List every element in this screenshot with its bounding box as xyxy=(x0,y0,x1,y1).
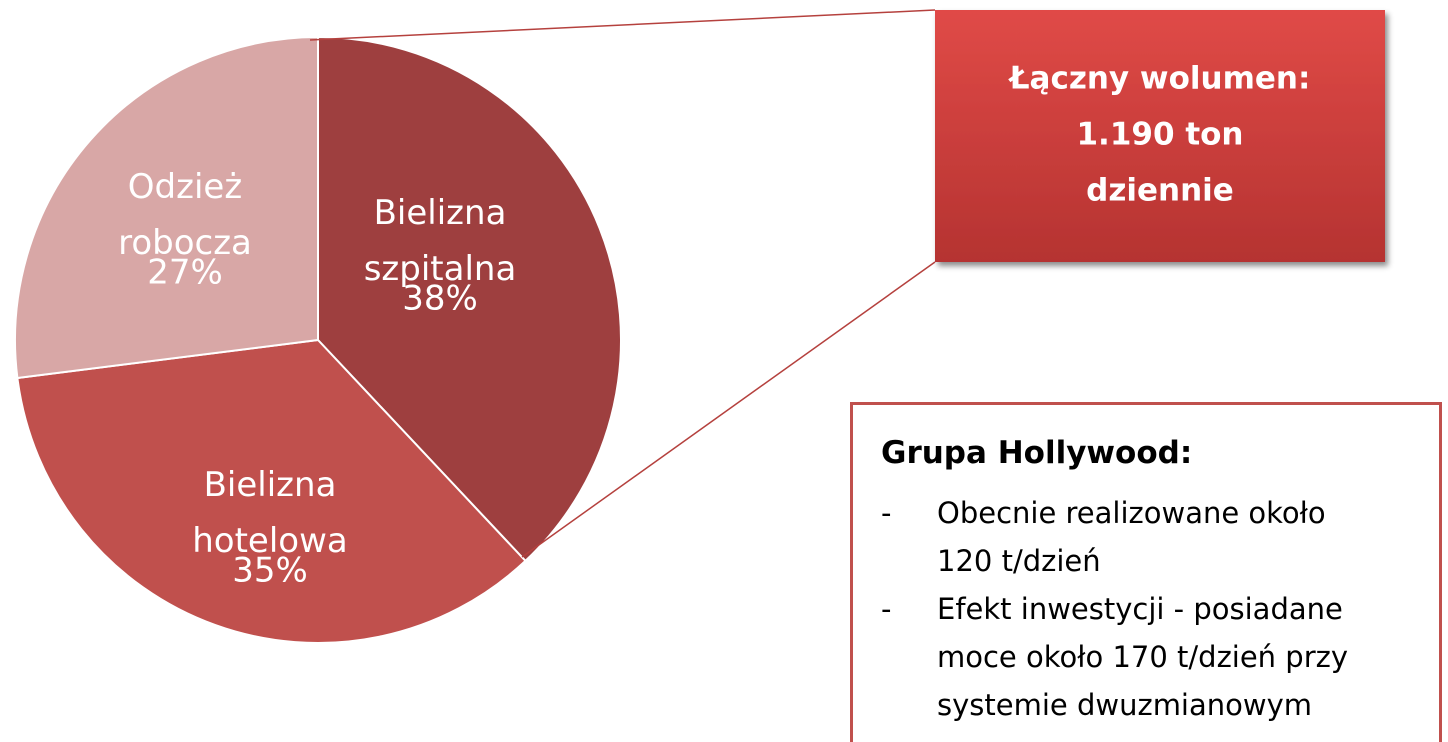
slice-label: Odzież robocza xyxy=(118,167,252,263)
bullet-text: systemie dwuzmianowym xyxy=(937,688,1313,722)
bullet-text: Obecnie realizowane około xyxy=(937,496,1326,530)
bullet-text: moce około 170 t/dzień przy xyxy=(937,640,1348,674)
bullet-marker: - xyxy=(881,592,892,626)
slice-label: Bielizna hotelowa xyxy=(192,465,348,561)
category-label: Bielizna hotelowa xyxy=(192,465,348,561)
slice-label: Bielizna szpitalna xyxy=(364,193,517,289)
annotation-line: 1.190 ton xyxy=(1076,117,1243,153)
value-label: 38% xyxy=(402,279,478,319)
pie-slice xyxy=(14,35,319,380)
category-label: Odzież robocza xyxy=(118,167,252,263)
value-label: 35% xyxy=(232,551,308,591)
pie-slice xyxy=(16,338,527,644)
bullet-text: 120 t/dzień xyxy=(937,544,1101,578)
callout-line xyxy=(309,9,936,41)
annotation-line: dziennie xyxy=(1086,173,1234,209)
callout-line xyxy=(521,261,936,558)
info-box: Grupa Hollywood: - Obecnie realizowane ok… xyxy=(850,402,1442,742)
bullet-text: Efekt inwestycji - posiadane xyxy=(937,592,1343,626)
annotation: Łączny wolumen: 1.190 ton dziennie xyxy=(1008,61,1311,209)
bullet-marker: - xyxy=(881,496,892,530)
annotation-box xyxy=(935,10,1385,262)
annotation-line: Łączny wolumen: xyxy=(1008,61,1311,97)
category-label: Bielizna szpitalna xyxy=(364,193,517,289)
pie-slice xyxy=(317,35,622,563)
value-label: 27% xyxy=(147,253,223,293)
info-title: Grupa Hollywood: xyxy=(881,435,1193,471)
